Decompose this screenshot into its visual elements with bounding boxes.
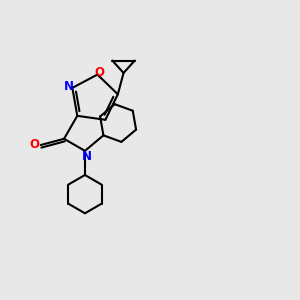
Text: N: N (81, 150, 92, 163)
Text: O: O (30, 138, 40, 151)
Text: N: N (64, 80, 74, 93)
Text: O: O (95, 66, 105, 79)
